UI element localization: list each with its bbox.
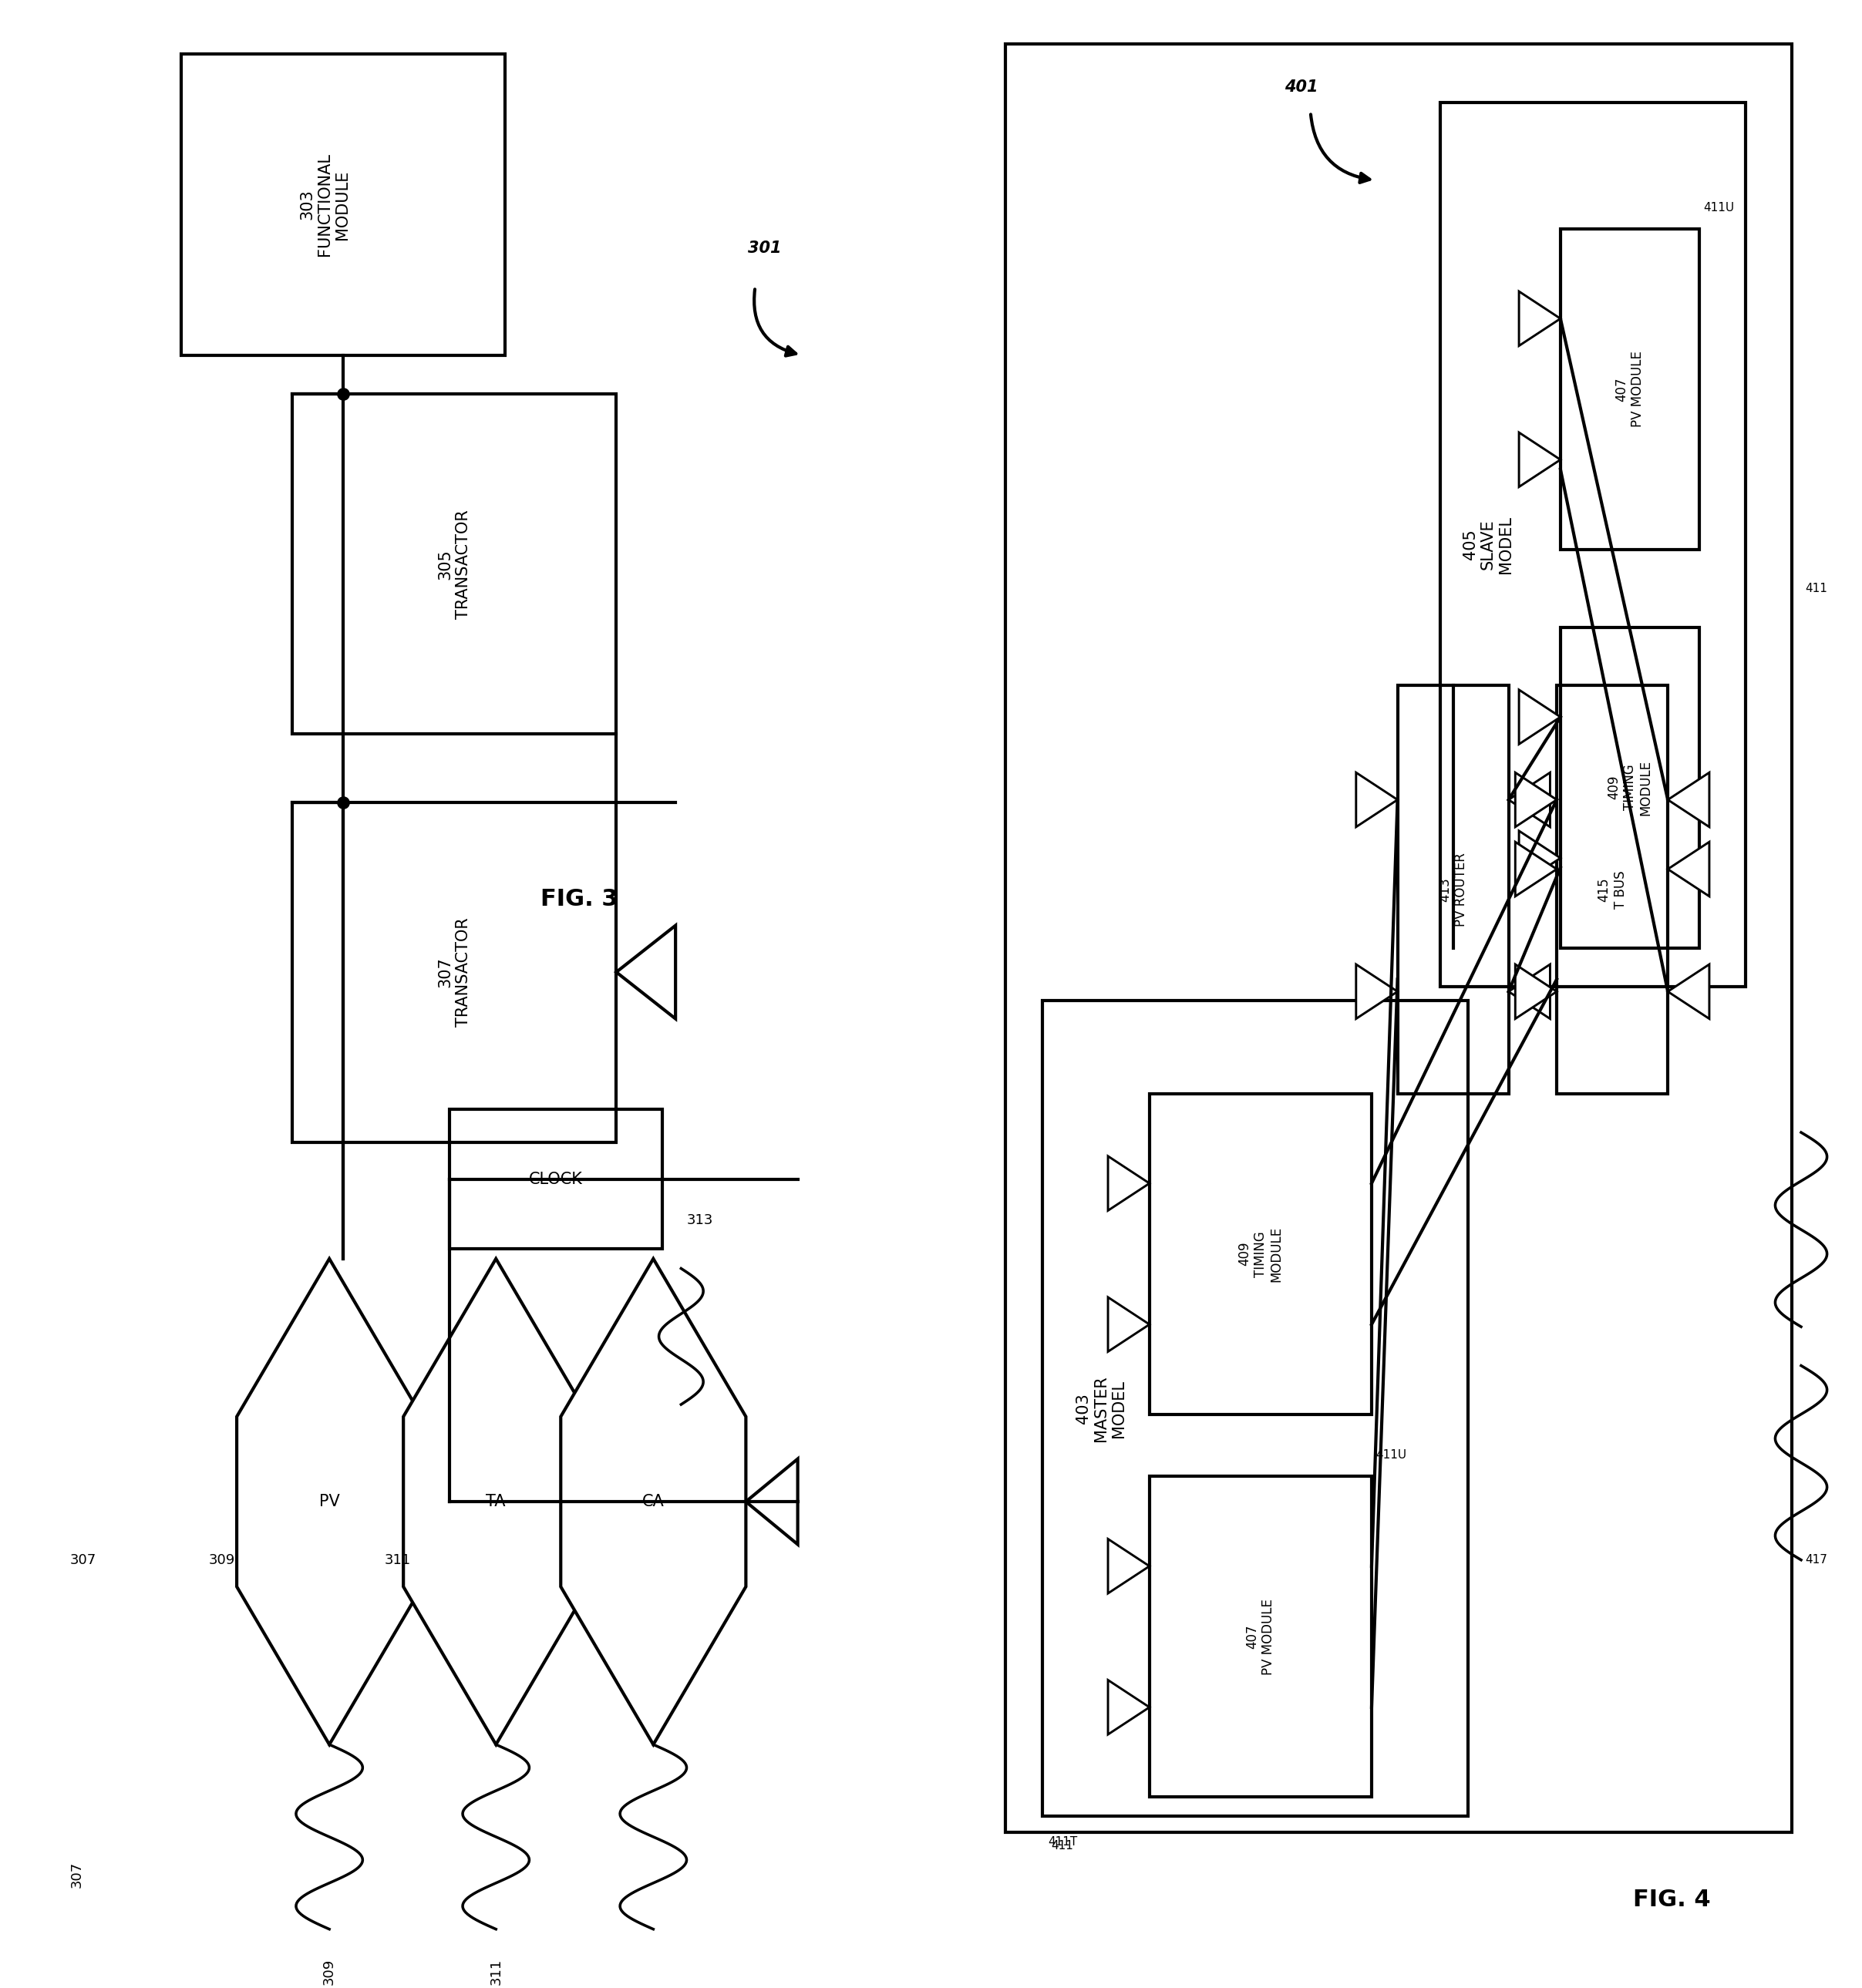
Bar xyxy=(1557,686,1668,1093)
Bar xyxy=(1149,1093,1372,1413)
Polygon shape xyxy=(747,1459,797,1545)
FancyArrowPatch shape xyxy=(1311,115,1370,183)
Text: FIG. 3: FIG. 3 xyxy=(540,889,618,911)
Bar xyxy=(292,801,616,1143)
Text: 411U: 411U xyxy=(1376,1449,1406,1461)
Text: 307: 307 xyxy=(71,1861,84,1887)
Text: 301: 301 xyxy=(749,241,782,256)
Polygon shape xyxy=(1356,773,1398,827)
Text: 401: 401 xyxy=(1285,80,1318,95)
Bar xyxy=(449,1109,663,1248)
Polygon shape xyxy=(1668,964,1709,1018)
Text: 411: 411 xyxy=(1052,1839,1074,1851)
Text: PV: PV xyxy=(318,1493,339,1509)
Polygon shape xyxy=(1668,773,1709,827)
Bar xyxy=(181,54,505,356)
Text: 313: 313 xyxy=(687,1213,713,1227)
Text: 307
TRANSACTOR: 307 TRANSACTOR xyxy=(438,918,471,1026)
Bar xyxy=(1439,103,1745,986)
Bar xyxy=(292,394,616,734)
Bar xyxy=(1043,1000,1467,1817)
Bar xyxy=(1560,229,1700,549)
Text: 307: 307 xyxy=(71,1553,97,1567)
Bar xyxy=(1398,686,1508,1093)
Text: FIG. 4: FIG. 4 xyxy=(1633,1889,1711,1910)
Text: CA: CA xyxy=(642,1493,665,1509)
Text: 403
MASTER
MODEL: 403 MASTER MODEL xyxy=(1076,1376,1127,1441)
Text: 409
TIMING
MODULE: 409 TIMING MODULE xyxy=(1238,1227,1283,1282)
Polygon shape xyxy=(1668,841,1709,897)
Bar xyxy=(1149,1477,1372,1797)
Polygon shape xyxy=(1108,1680,1149,1734)
Text: 405
SLAVE
MODEL: 405 SLAVE MODEL xyxy=(1462,515,1514,573)
Polygon shape xyxy=(1108,1539,1149,1592)
Polygon shape xyxy=(404,1258,588,1745)
Polygon shape xyxy=(1516,964,1557,1018)
Text: 407
PV MODULE: 407 PV MODULE xyxy=(1614,352,1644,427)
Polygon shape xyxy=(616,926,676,1018)
Polygon shape xyxy=(1508,964,1549,1018)
Text: 415
T BUS: 415 T BUS xyxy=(1598,871,1627,909)
Polygon shape xyxy=(1108,1298,1149,1352)
Polygon shape xyxy=(1516,773,1557,827)
Polygon shape xyxy=(1519,690,1560,744)
Polygon shape xyxy=(1108,1157,1149,1211)
Text: 309: 309 xyxy=(209,1553,235,1567)
Polygon shape xyxy=(1519,292,1560,346)
Text: 309: 309 xyxy=(322,1958,337,1984)
Text: 411: 411 xyxy=(1804,582,1827,594)
Polygon shape xyxy=(1519,433,1560,487)
Bar xyxy=(1005,44,1791,1833)
Text: 409
TIMING
MODULE: 409 TIMING MODULE xyxy=(1607,759,1653,815)
Polygon shape xyxy=(1519,831,1560,885)
Text: 305
TRANSACTOR: 305 TRANSACTOR xyxy=(438,509,471,618)
Text: 407
PV MODULE: 407 PV MODULE xyxy=(1246,1598,1275,1674)
Text: 411T: 411T xyxy=(1048,1835,1076,1847)
Polygon shape xyxy=(1356,964,1398,1018)
Text: 303
FUNCTIONAL
MODULE: 303 FUNCTIONAL MODULE xyxy=(300,153,350,256)
FancyArrowPatch shape xyxy=(754,288,795,356)
Text: 411U: 411U xyxy=(1704,201,1734,213)
Bar xyxy=(1560,626,1700,948)
Text: 417: 417 xyxy=(1804,1555,1827,1567)
Polygon shape xyxy=(236,1258,423,1745)
Text: CLOCK: CLOCK xyxy=(529,1171,583,1187)
Text: 311: 311 xyxy=(490,1958,503,1984)
Text: 311: 311 xyxy=(385,1553,412,1567)
Text: TA: TA xyxy=(486,1493,506,1509)
Polygon shape xyxy=(560,1258,747,1745)
Polygon shape xyxy=(1516,841,1557,897)
Text: 413
PV ROUTER: 413 PV ROUTER xyxy=(1437,853,1467,926)
Polygon shape xyxy=(1508,773,1549,827)
